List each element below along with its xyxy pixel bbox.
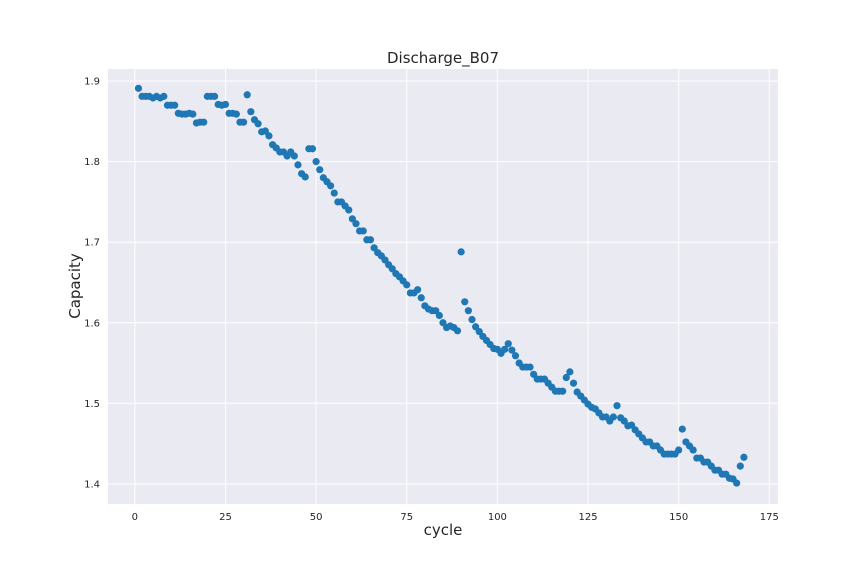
data-point [468,315,476,324]
data-point [501,345,509,353]
data-point [678,425,686,433]
data-point [232,110,240,118]
data-point [366,236,375,244]
data-point [559,387,567,395]
data-point [254,120,262,128]
data-point [301,173,309,181]
x-axis-ticks: 0 25 50 75 100 125 150 175 [132,512,779,523]
data-point [200,118,208,126]
data-point [239,118,248,126]
data-point [613,402,621,410]
data-point [160,92,168,100]
y-tick-label: 1.9 [84,77,100,88]
data-point [308,145,317,153]
data-point [210,92,219,100]
data-point [464,307,472,315]
y-tick-label: 1.7 [84,238,100,249]
data-point [508,346,516,354]
y-tick-label: 1.8 [84,157,100,168]
data-point [221,100,230,109]
grid [108,69,778,504]
data-point [294,161,302,169]
data-point [511,352,520,360]
data-point [345,206,353,214]
data-point [417,294,425,302]
data-point [435,311,443,320]
data-point [675,446,683,454]
x-axis-label: cycle [424,521,463,539]
data-point [352,220,360,228]
y-axis-ticks: 1.4 1.5 1.6 1.7 1.8 1.9 [84,77,100,491]
y-axis-label: Capacity [66,253,84,319]
data-point [504,340,512,348]
x-tick-label: 175 [760,512,779,523]
data-point [312,158,320,166]
data-point [414,286,422,294]
data-point [403,281,411,289]
data-point [316,166,324,174]
x-tick-label: 150 [669,512,688,523]
x-tick-label: 100 [488,512,507,523]
data-point [290,152,298,160]
data-point [171,101,179,109]
data-point [327,182,335,190]
x-tick-label: 25 [219,512,232,523]
data-point [740,453,748,461]
chart-title: Discharge_B07 [387,49,499,68]
data-point [461,298,469,306]
y-tick-label: 1.6 [84,318,100,329]
data-point [453,327,462,335]
x-tick-label: 50 [310,512,323,523]
plot-area [108,69,778,504]
data-point [569,379,578,387]
x-tick-label: 0 [132,512,138,523]
x-tick-label: 75 [400,512,413,523]
data-point [330,189,338,197]
y-tick-label: 1.4 [84,479,100,490]
data-point [265,132,273,140]
data-point [247,108,255,116]
data-point [189,110,197,118]
data-point [359,227,367,235]
data-point [689,446,697,454]
data-point [134,84,143,92]
y-tick-label: 1.5 [84,399,100,410]
data-point [457,248,465,256]
x-tick-label: 125 [578,512,597,523]
data-point [562,373,570,382]
data-point [243,91,251,99]
data-point [733,479,741,487]
data-point [609,413,618,421]
data-point [526,363,534,371]
data-points [134,84,748,487]
data-point [566,368,574,376]
data-point [736,462,744,470]
